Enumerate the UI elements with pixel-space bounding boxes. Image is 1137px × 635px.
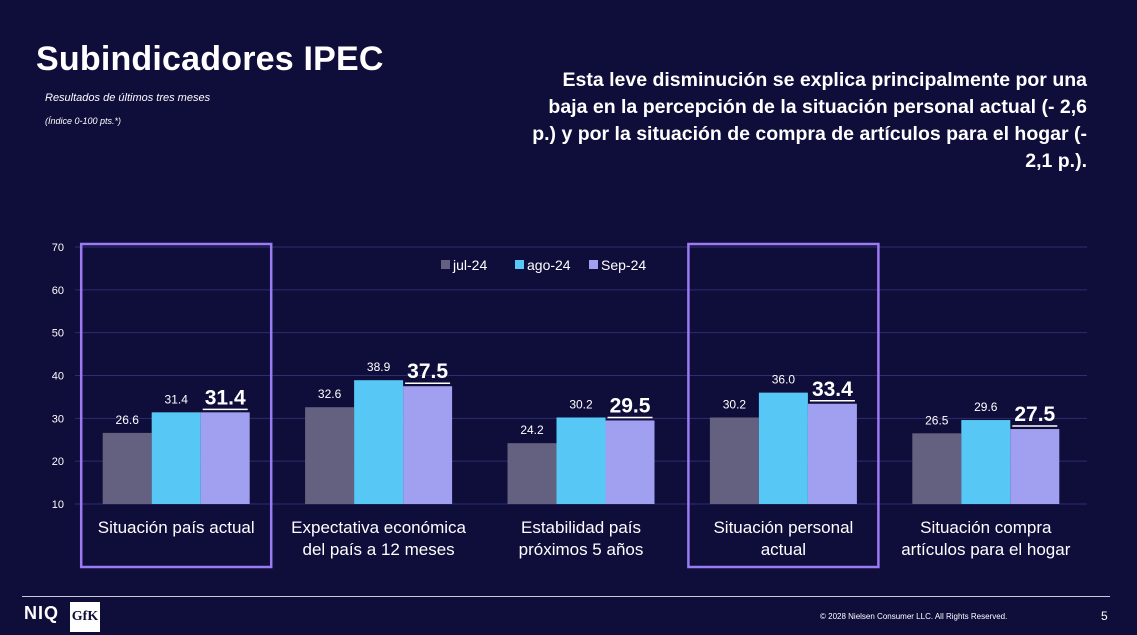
legend-label: Sep-24 [601,257,646,273]
data-label: 26.5 [925,413,949,427]
bar-Sep-24 [1010,429,1060,504]
bar-Sep-24 [403,386,453,504]
category-label: artículos para el hogar [901,540,1070,559]
category-label: Situación país actual [98,518,255,537]
bar-ago-24 [961,420,1011,504]
data-label: 24.2 [520,423,544,437]
bar-chart: 10 20 30 40 50 60 70 26.6 31.4 31.4 Situación país… [52,242,1087,569]
legend-swatch-jul-24 [441,260,450,269]
data-label-highlight: 27.5 [1014,403,1055,426]
y-tick-label: 50 [52,328,64,340]
legend-swatch-Sep-24 [589,260,598,269]
y-tick-label: 70 [52,242,64,254]
gfk-logo: GfK [70,602,100,632]
bar-ago-24 [556,417,606,504]
data-label: 30.2 [569,397,593,411]
data-label: 26.6 [116,413,140,427]
data-label-highlight: 31.4 [205,386,246,409]
data-label: 30.2 [723,397,747,411]
bar-jul-24 [102,432,152,504]
y-tick-label: 30 [52,413,64,425]
category-label: próximos 5 años [519,540,644,559]
data-label: 38.9 [367,360,391,374]
legend-swatch-ago-24 [515,260,524,269]
bar-Sep-24 [605,420,655,504]
bar-Sep-24 [200,412,250,504]
bar-ago-24 [758,392,808,504]
page-number: 5 [1101,609,1108,623]
data-label: 29.6 [974,400,998,414]
data-label-highlight: 29.5 [610,394,651,417]
data-label: 31.4 [165,392,189,406]
category-label: actual [761,540,806,559]
highlight-box [687,242,880,569]
category-label: Situación personal [713,518,853,537]
page-subtitle: Resultados de últimos tres meses [45,92,211,104]
data-label: 32.6 [318,387,342,401]
legend-label: jul-24 [452,257,487,273]
footer-divider [22,596,1110,597]
niq-logo: NIQ [24,603,60,623]
index-note: (Índice 0-100 pts.*) [45,116,122,126]
bar-ago-24 [354,380,404,504]
category-label: Expectativa económica [291,518,466,537]
data-label-highlight: 37.5 [407,360,448,383]
data-label-highlight: 33.4 [812,378,853,401]
y-tick-label: 20 [52,456,64,468]
y-tick-label: 60 [52,285,64,297]
y-tick-label: 10 [52,499,64,511]
highlight-box [79,242,273,569]
copyright-text: © 2028 Nielsen Consumer LLC. All Rights … [820,612,1008,621]
y-tick-label: 40 [52,371,64,383]
headline-text: Esta leve disminución se explica princip… [532,69,1087,172]
bar-Sep-24 [807,403,857,504]
category-label: Situación compra [920,518,1052,537]
bar-jul-24 [305,407,355,504]
legend-label: ago-24 [527,257,571,273]
data-label: 36.0 [772,373,796,387]
category-label: del país a 12 meses [303,540,455,559]
category-label: Estabilidad país [521,518,641,537]
bar-ago-24 [151,412,201,504]
page-title: Subindicadores IPEC [36,40,384,78]
bar-jul-24 [912,433,962,504]
bar-jul-24 [709,417,759,504]
bar-jul-24 [507,443,557,504]
